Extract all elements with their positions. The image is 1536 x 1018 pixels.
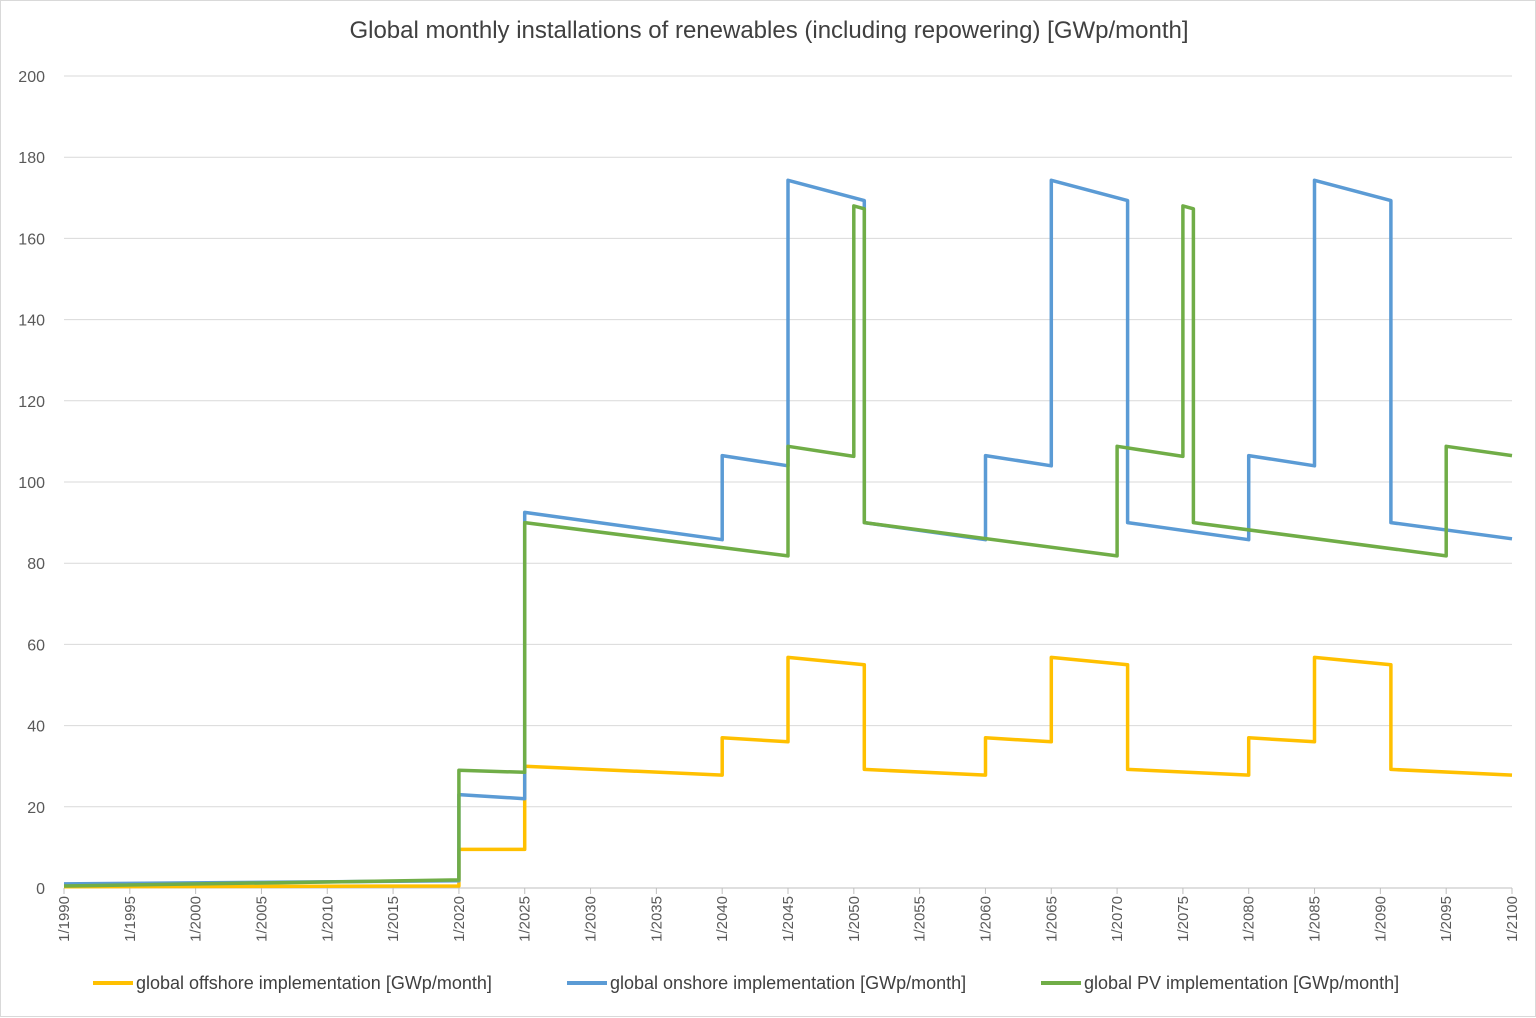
y-tick-label: 100 xyxy=(18,475,45,492)
series-line-0 xyxy=(63,655,1513,889)
legend-label-2: global PV implementation [GWp/month] xyxy=(1084,973,1399,993)
x-tick-label: 1/2020 xyxy=(451,896,468,942)
x-tick-label: 1/2025 xyxy=(517,896,534,942)
x-tick-label: 1/2080 xyxy=(1241,896,1258,942)
x-tick-label: 1/2045 xyxy=(780,896,797,942)
y-tick-label: 140 xyxy=(18,313,45,330)
y-tick-label: 40 xyxy=(27,719,45,736)
y-tick-label: 200 xyxy=(18,69,45,86)
x-tick-label: 1/1990 xyxy=(56,896,73,942)
y-tick-label: 80 xyxy=(27,556,45,573)
x-tick-label: 1/2090 xyxy=(1372,896,1389,942)
x-tick-label: 1/2030 xyxy=(583,896,600,942)
y-tick-label: 60 xyxy=(27,637,45,654)
legend-label-1: global onshore implementation [GWp/month… xyxy=(610,973,966,993)
legend-label-0: global offshore implementation [GWp/mont… xyxy=(136,973,492,993)
y-tick-label: 120 xyxy=(18,394,45,411)
chart-title: Global monthly installations of renewabl… xyxy=(349,17,1189,44)
x-tick-label: 1/2050 xyxy=(846,896,863,942)
x-tick-label: 1/2085 xyxy=(1307,896,1324,942)
x-tick-label: 1/2010 xyxy=(319,896,336,942)
x-tick-label: 1/2055 xyxy=(912,896,929,942)
series-line-2 xyxy=(63,204,1513,888)
x-tick-label: 1/2005 xyxy=(253,896,270,942)
y-tick-label: 0 xyxy=(36,881,45,898)
x-tick-label: 1/2075 xyxy=(1175,896,1192,942)
x-tick-label: 1/1995 xyxy=(122,896,139,942)
y-tick-label: 20 xyxy=(27,800,45,817)
x-tick-label: 1/2070 xyxy=(1109,896,1126,942)
y-tick-label: 180 xyxy=(18,150,45,167)
y-tick-label: 160 xyxy=(18,231,45,248)
x-tick-label: 1/2015 xyxy=(385,896,402,942)
x-tick-label: 1/2095 xyxy=(1438,896,1455,942)
x-tick-label: 1/2040 xyxy=(714,896,731,942)
x-tick-label: 1/2065 xyxy=(1043,896,1060,942)
x-tick-label: 1/2060 xyxy=(977,896,994,942)
x-tick-label: 1/2035 xyxy=(648,896,665,942)
x-tick-label: 1/2000 xyxy=(188,896,205,942)
x-tick-label: 1/2100 xyxy=(1504,896,1521,942)
